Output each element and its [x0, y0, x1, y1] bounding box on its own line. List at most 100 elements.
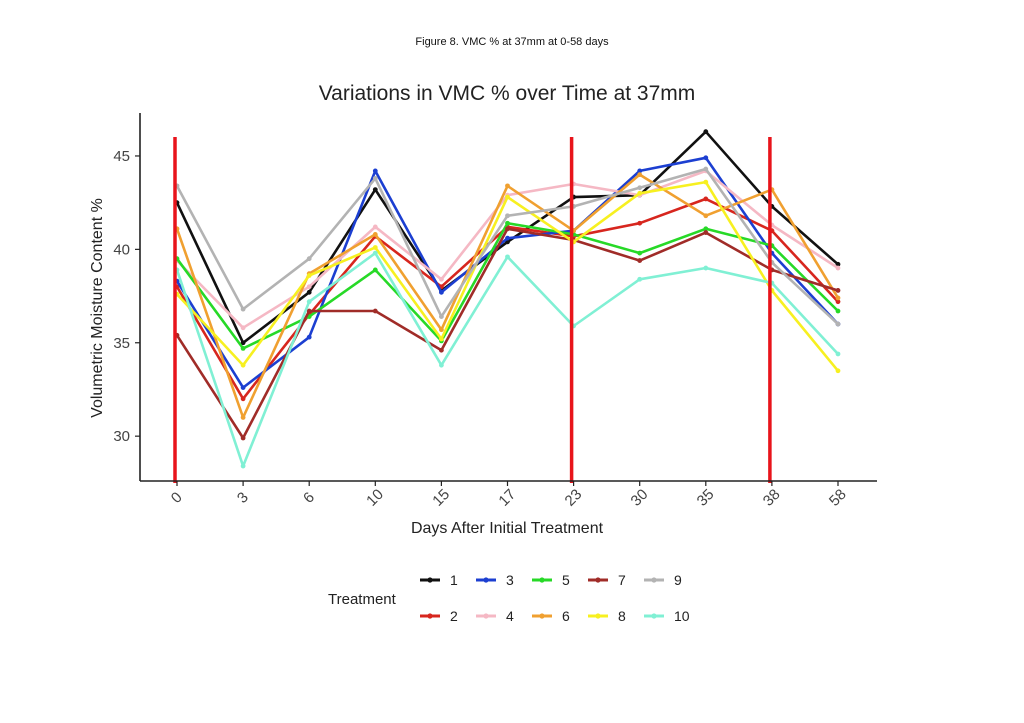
- data-point: [439, 327, 444, 333]
- data-point: [372, 187, 378, 192]
- x-tick-label: 30: [628, 486, 652, 510]
- data-point: [637, 185, 643, 191]
- chart-title: Variations in VMC % over Time at 37mm: [319, 82, 696, 105]
- legend-item: 9: [644, 572, 682, 588]
- data-point: [372, 267, 378, 273]
- data-point: [439, 314, 444, 320]
- series-3: [174, 155, 841, 390]
- series-4: [174, 168, 841, 331]
- x-tick-label: 23: [562, 486, 586, 510]
- legend-swatch-point: [651, 613, 657, 619]
- data-point: [240, 340, 246, 346]
- series-lines: [174, 129, 841, 469]
- x-tick-label: 15: [429, 486, 453, 510]
- data-point: [240, 362, 246, 368]
- legend-item: 7: [588, 572, 626, 588]
- data-point: [372, 224, 378, 230]
- x-axis-ticks: 0 3 6 10 15 17 23 30 35 38 58: [168, 481, 850, 510]
- data-point: [439, 276, 444, 282]
- legend-swatch-point: [539, 577, 545, 583]
- legend-swatch-point: [483, 577, 489, 583]
- legend-item: 1: [420, 572, 458, 588]
- legend-label: 2: [450, 608, 458, 624]
- legend-label: 7: [618, 572, 626, 588]
- data-point: [835, 308, 841, 314]
- legend-title: Treatment: [328, 591, 397, 608]
- data-point: [703, 179, 709, 185]
- data-point: [505, 194, 510, 200]
- data-point: [637, 276, 643, 282]
- data-point: [637, 220, 643, 226]
- data-point: [439, 362, 444, 368]
- data-point: [306, 256, 312, 262]
- data-point: [439, 347, 444, 353]
- figure-caption: Figure 8. VMC % at 37mm at 0-58 days: [415, 36, 609, 48]
- data-point: [703, 196, 709, 202]
- data-point: [306, 273, 312, 278]
- data-point: [835, 265, 841, 271]
- legend-item: 2: [420, 608, 458, 624]
- data-point: [505, 213, 510, 219]
- legend-swatch-point: [595, 577, 601, 583]
- legend-label: 5: [562, 572, 570, 588]
- data-point: [240, 415, 246, 420]
- data-point: [240, 463, 246, 469]
- data-point: [637, 190, 643, 196]
- data-point: [306, 284, 312, 290]
- data-point: [372, 168, 378, 174]
- data-point: [835, 368, 841, 374]
- y-tick-label: 35: [113, 335, 130, 352]
- legend-item: 8: [588, 608, 626, 624]
- data-point: [372, 245, 378, 250]
- data-point: [637, 258, 643, 263]
- data-point: [306, 299, 312, 305]
- legend: 1 2 3 4 5 6 7 8 9 10: [420, 572, 690, 624]
- data-point: [835, 295, 841, 301]
- data-point: [240, 385, 246, 390]
- legend-label: 6: [562, 608, 570, 624]
- data-point: [240, 345, 246, 351]
- x-tick-label: 0: [168, 489, 186, 507]
- data-point: [372, 232, 378, 237]
- series-line: [175, 167, 839, 326]
- x-tick-label: 35: [694, 486, 718, 510]
- data-point: [703, 213, 709, 219]
- reference-lines: [173, 137, 772, 483]
- series-9: [174, 166, 841, 327]
- legend-item: 3: [476, 572, 514, 588]
- legend-item: 4: [476, 608, 514, 624]
- y-tick-label: 40: [113, 241, 130, 258]
- data-point: [703, 265, 709, 271]
- data-point: [306, 308, 312, 314]
- data-point: [637, 250, 643, 256]
- x-tick-label: 17: [495, 486, 519, 510]
- data-point: [703, 166, 709, 172]
- data-point: [505, 254, 510, 260]
- legend-label: 4: [506, 608, 514, 624]
- legend-item: 6: [532, 608, 570, 624]
- data-point: [240, 396, 246, 402]
- data-point: [306, 289, 312, 295]
- legend-item: 5: [532, 572, 570, 588]
- data-point: [835, 351, 841, 357]
- data-point: [240, 306, 246, 312]
- legend-swatch-point: [427, 577, 433, 583]
- data-point: [505, 235, 510, 241]
- data-point: [835, 321, 841, 327]
- data-point: [637, 168, 643, 174]
- data-point: [835, 288, 841, 293]
- legend-label: 1: [450, 572, 458, 588]
- legend-swatch-point: [483, 613, 489, 619]
- data-point: [505, 226, 510, 232]
- data-point: [835, 261, 841, 267]
- x-tick-label: 3: [234, 489, 252, 507]
- data-point: [372, 175, 378, 181]
- legend-label: 8: [618, 608, 626, 624]
- legend-item: 10: [644, 608, 690, 624]
- y-axis-title: Volumetric Moisture Content %: [89, 198, 106, 418]
- data-point: [240, 325, 246, 331]
- x-axis-title: Days After Initial Treatment: [411, 520, 604, 537]
- data-point: [637, 172, 643, 178]
- data-point: [703, 129, 709, 135]
